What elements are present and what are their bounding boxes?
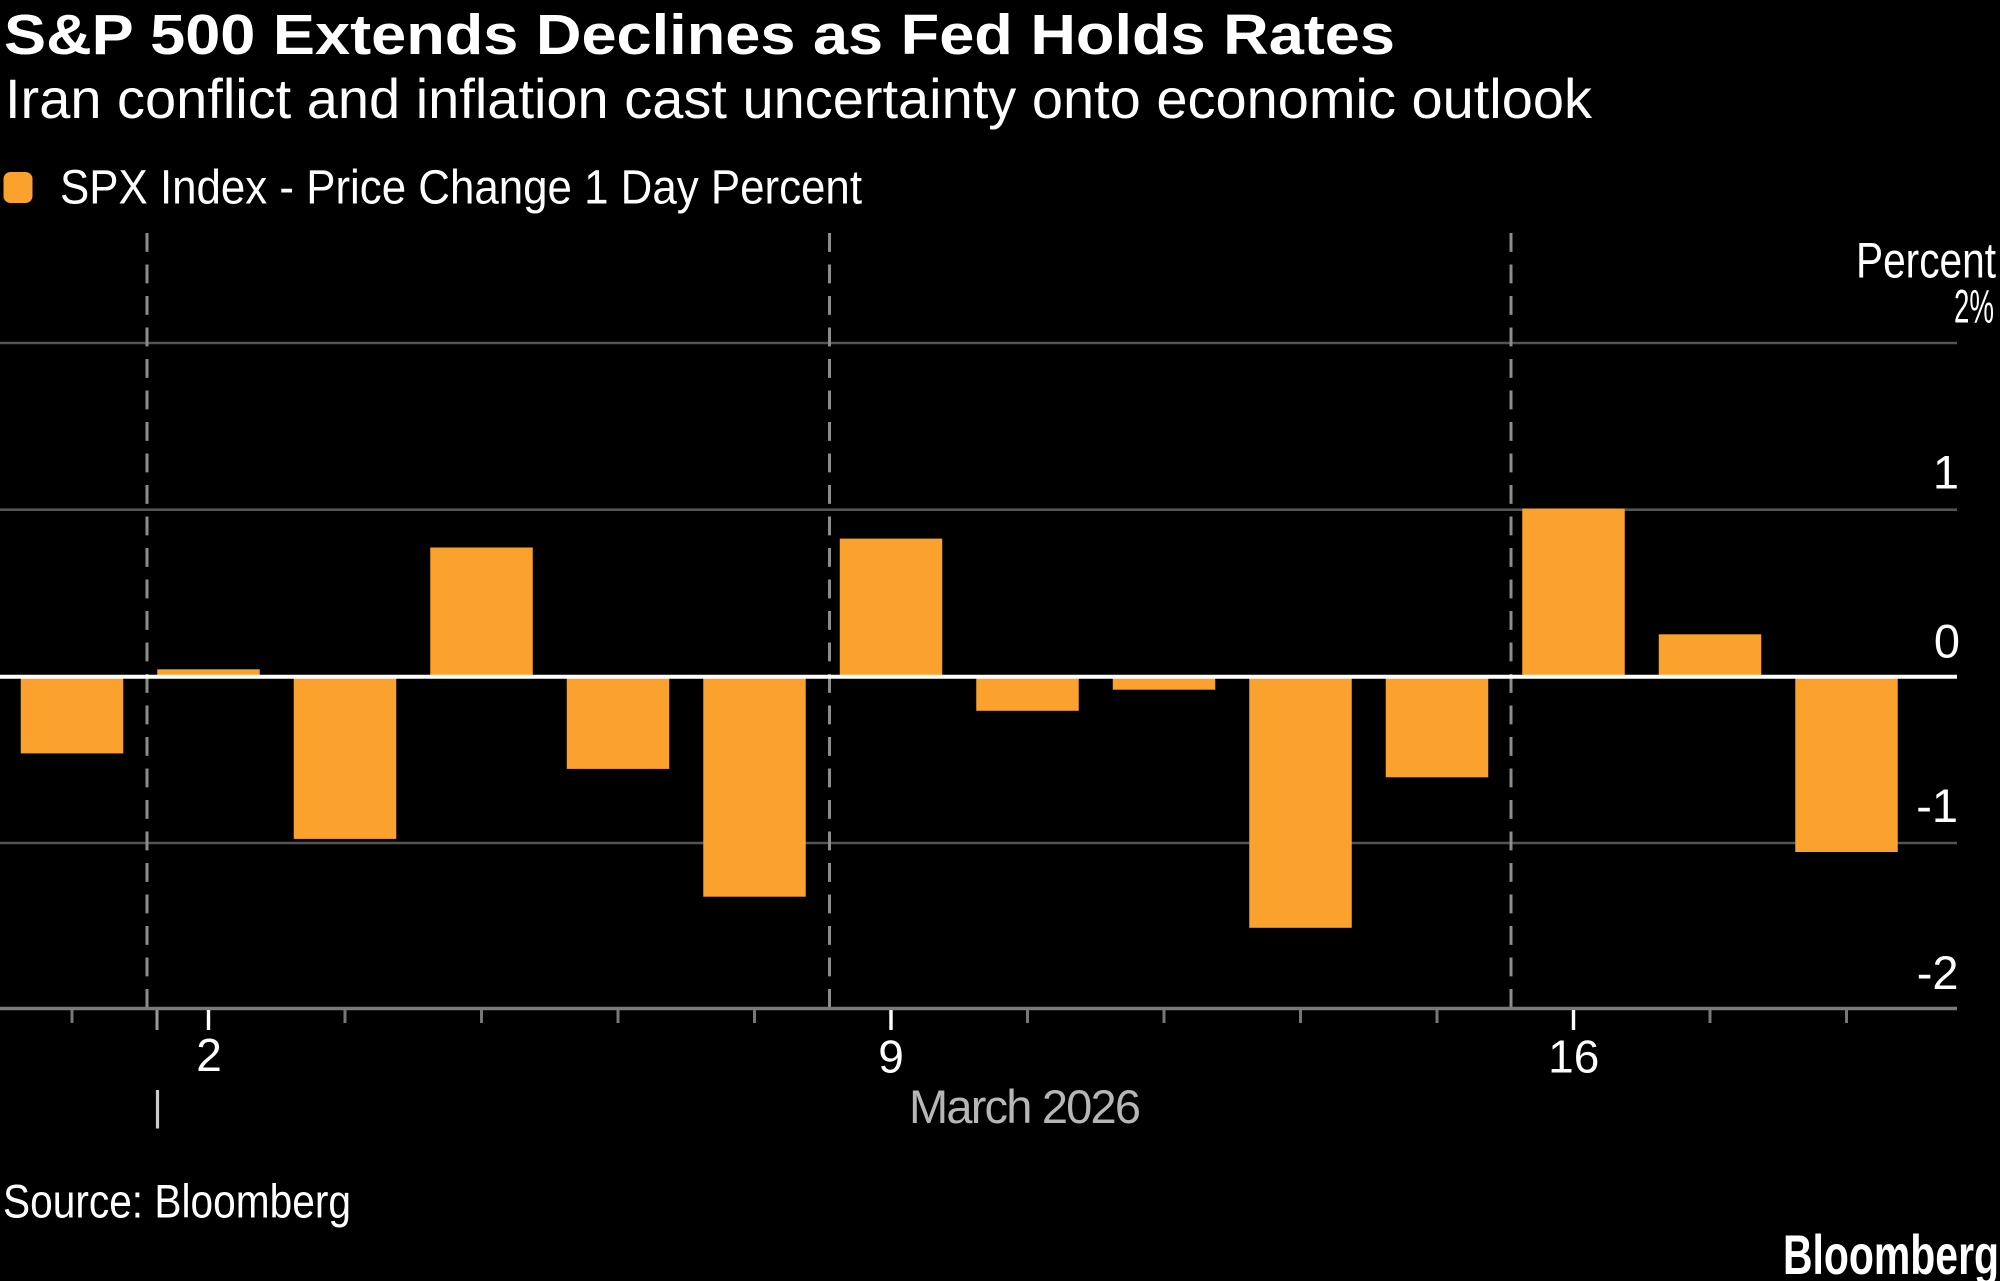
svg-text:-1: -1 [1916,779,1958,832]
svg-text:2%: 2% [1954,280,1994,333]
svg-text:16: 16 [1548,1031,1599,1083]
svg-text:Source: Bloomberg: Source: Bloomberg [3,1175,351,1228]
svg-text:SPX Index - Price Change 1 Day: SPX Index - Price Change 1 Day Percent [60,162,862,215]
svg-text:Percent: Percent [1856,233,1996,289]
svg-text:S&P 500 Extends Declines as Fe: S&P 500 Extends Declines as Fed Holds Ra… [4,3,1395,67]
svg-text:March 2026: March 2026 [909,1080,1141,1133]
svg-text:-2: -2 [1917,946,1959,999]
svg-text:2: 2 [196,1029,222,1081]
svg-text:0: 0 [1934,615,1960,668]
svg-text:Bloomberg: Bloomberg [1783,1223,1999,1281]
svg-text:Iran conflict and inflation ca: Iran conflict and inflation cast uncerta… [5,67,1593,130]
svg-text:1: 1 [1933,446,1959,499]
svg-text:9: 9 [878,1031,904,1083]
